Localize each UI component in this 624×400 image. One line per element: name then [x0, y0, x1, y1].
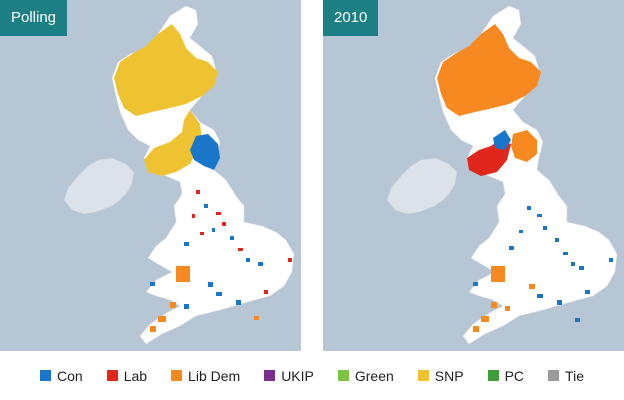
constituency-seats — [150, 190, 292, 332]
legend-label-con: Con — [57, 367, 83, 384]
legend-label-pc: PC — [504, 367, 525, 384]
legend-item-tie: Tie — [548, 368, 584, 384]
legend-item-libdem: Lib Dem — [171, 368, 240, 384]
snp-swatch — [417, 370, 429, 381]
con-swatch — [40, 370, 51, 381]
legend-label-snp: SNP — [434, 367, 464, 384]
party-legend: Con Lab Lib Dem UKIP Green SNP PC Tie — [0, 351, 624, 400]
legend-label-green: Green — [354, 367, 394, 384]
uk-map-polling[interactable] — [0, 0, 301, 351]
libdem-highlands-region — [437, 24, 541, 116]
map-panel-polling[interactable]: Polling — [0, 0, 301, 351]
con-borders-region — [190, 134, 220, 170]
legend-item-pc: PC — [487, 367, 525, 384]
map-title-polling: Polling — [0, 0, 68, 36]
libdem-borders-region — [511, 130, 537, 162]
legend-label-lab: Lab — [123, 367, 148, 384]
tie-swatch — [548, 370, 560, 381]
map-panel-2010[interactable]: 2010 — [323, 0, 624, 351]
ukip-swatch — [264, 370, 276, 381]
constituency-seats — [473, 206, 613, 332]
con-central-region — [493, 130, 511, 150]
map-title-2010: 2010 — [323, 0, 379, 36]
lab-swatch — [106, 370, 118, 381]
legend-item-ukip: UKIP — [264, 368, 314, 384]
legend-label-ukip: UKIP — [281, 367, 314, 384]
legend-item-green: Green — [337, 367, 394, 384]
snp-highlands-region — [114, 24, 218, 116]
libdem-swatch — [171, 370, 183, 381]
legend-label-tie: Tie — [565, 367, 584, 384]
green-swatch — [337, 370, 349, 381]
legend-label-libdem: Lib Dem — [188, 367, 241, 384]
pc-swatch — [487, 370, 499, 381]
legend-item-lab: Lab — [106, 367, 148, 384]
snp-central-region — [144, 110, 202, 176]
legend-item-snp: SNP — [417, 367, 464, 384]
ireland-landmass — [63, 157, 135, 215]
uk-map-2010[interactable] — [323, 0, 624, 351]
ireland-landmass — [386, 157, 458, 215]
legend-item-con: Con — [40, 368, 83, 384]
